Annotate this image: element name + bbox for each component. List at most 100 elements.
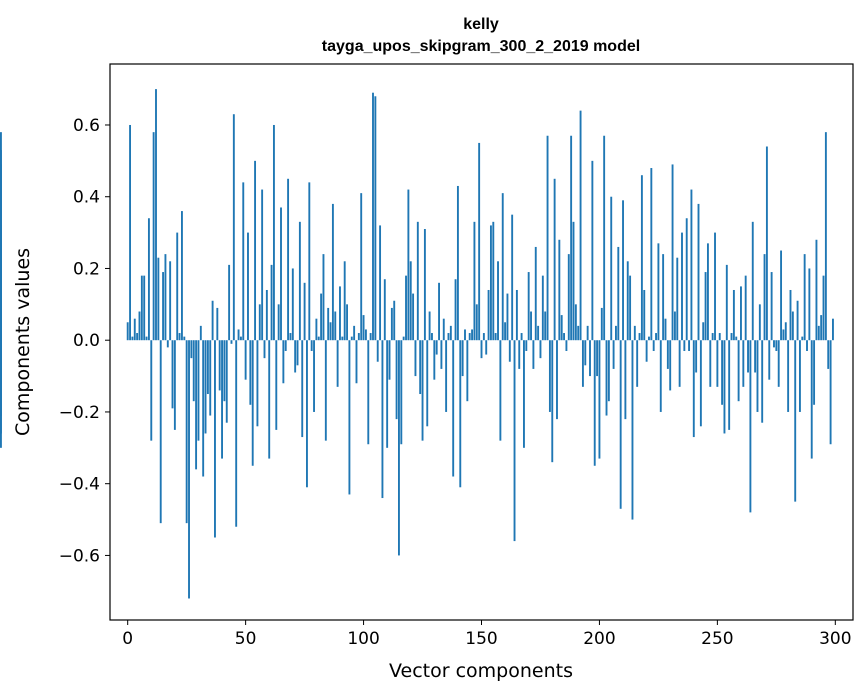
bar xyxy=(136,333,139,341)
bar xyxy=(242,182,245,341)
bar xyxy=(435,340,438,355)
bar xyxy=(636,340,639,387)
bar xyxy=(412,293,415,341)
bar xyxy=(192,340,195,402)
bar xyxy=(364,329,367,341)
bar xyxy=(633,325,636,341)
chart-title: kelly xyxy=(463,16,499,33)
bar xyxy=(395,340,398,420)
bar xyxy=(442,318,445,341)
bar xyxy=(433,340,436,380)
bar xyxy=(638,333,641,341)
bar xyxy=(145,336,148,341)
bar xyxy=(586,325,589,341)
bar xyxy=(525,340,528,351)
x-tick-label: 150 xyxy=(465,629,497,649)
bar xyxy=(261,189,264,341)
bar xyxy=(511,214,514,341)
bar xyxy=(277,304,280,341)
bar xyxy=(798,340,801,412)
bar xyxy=(794,340,797,502)
bar xyxy=(296,340,299,366)
bar xyxy=(301,340,304,438)
bar xyxy=(256,340,259,427)
bar xyxy=(662,254,665,341)
bar xyxy=(546,135,549,341)
bar xyxy=(379,225,382,341)
bar xyxy=(140,275,143,341)
bar xyxy=(780,250,783,341)
bar xyxy=(643,289,646,341)
bar xyxy=(711,333,714,341)
bar xyxy=(0,150,2,341)
bar xyxy=(527,272,530,341)
bar xyxy=(758,304,761,341)
bar xyxy=(709,340,712,387)
bar xyxy=(603,135,606,341)
bar xyxy=(706,243,709,341)
bar xyxy=(718,333,721,341)
bar xyxy=(190,340,193,359)
bar xyxy=(381,340,384,499)
bar xyxy=(815,239,818,341)
bar xyxy=(737,340,740,402)
bar xyxy=(348,340,351,495)
bar xyxy=(164,254,167,341)
bar xyxy=(615,325,617,341)
bar xyxy=(206,340,209,395)
bar xyxy=(640,175,643,341)
bar xyxy=(685,218,688,341)
bar xyxy=(298,221,301,341)
bar xyxy=(239,336,242,341)
bar xyxy=(581,340,584,387)
bar xyxy=(268,340,271,459)
bar xyxy=(376,340,379,362)
bar xyxy=(810,340,813,459)
bar xyxy=(655,333,657,341)
bar xyxy=(572,221,575,341)
bar xyxy=(289,333,292,341)
x-tick-label: 250 xyxy=(701,629,733,649)
bar xyxy=(791,311,794,341)
bar xyxy=(327,307,330,341)
bar xyxy=(600,307,603,341)
bar xyxy=(291,268,294,341)
bar xyxy=(765,146,768,341)
bar xyxy=(331,203,334,341)
bar xyxy=(650,168,653,341)
bar xyxy=(664,318,667,341)
bar xyxy=(666,340,669,369)
x-tick-label: 200 xyxy=(583,629,615,649)
bar xyxy=(152,132,155,341)
bar xyxy=(225,340,228,423)
bar xyxy=(478,142,481,341)
bar xyxy=(556,340,558,420)
bar xyxy=(431,333,433,341)
bar xyxy=(133,318,136,341)
bar xyxy=(393,300,396,341)
bar xyxy=(619,340,622,509)
bar xyxy=(339,286,341,341)
bar xyxy=(596,340,599,377)
bar xyxy=(157,257,160,341)
bar xyxy=(468,333,471,341)
bar xyxy=(357,333,360,341)
bar xyxy=(473,221,476,341)
bar xyxy=(482,333,485,341)
x-tick-label: 0 xyxy=(122,629,133,649)
bar xyxy=(409,261,412,341)
bar xyxy=(315,318,318,341)
bar xyxy=(244,340,247,380)
x-axis-label: Vector components xyxy=(389,660,573,682)
bar xyxy=(716,340,719,387)
bar xyxy=(782,329,785,341)
bar xyxy=(322,254,325,341)
bar xyxy=(657,243,660,341)
bar xyxy=(466,340,469,402)
bar xyxy=(232,114,235,341)
bar xyxy=(324,340,327,441)
bar xyxy=(183,336,186,341)
bar xyxy=(247,232,249,341)
bar xyxy=(131,336,134,341)
bar xyxy=(258,304,261,341)
